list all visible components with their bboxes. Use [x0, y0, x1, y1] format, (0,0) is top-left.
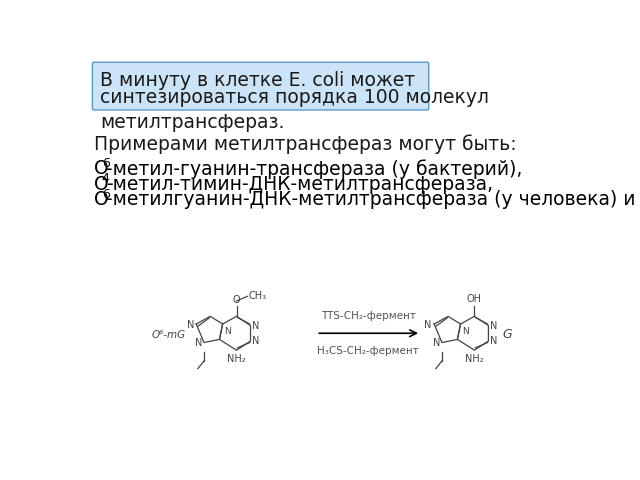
- Text: TTS-CH₂-фермент: TTS-CH₂-фермент: [321, 311, 416, 321]
- Text: 6: 6: [102, 157, 109, 170]
- Text: О: О: [94, 190, 109, 209]
- Text: N: N: [195, 338, 202, 348]
- Text: 6: 6: [102, 188, 109, 201]
- Text: N: N: [490, 321, 497, 331]
- Text: Примерами метилтрансфераз могут быть:: Примерами метилтрансфераз могут быть:: [94, 134, 516, 154]
- Text: N: N: [224, 327, 231, 336]
- Text: синтезироваться порядка 100 молекул: синтезироваться порядка 100 молекул: [100, 88, 489, 108]
- Text: H₃CS-CH₂-фермент: H₃CS-CH₂-фермент: [317, 346, 419, 356]
- Text: CH₃: CH₃: [249, 291, 267, 301]
- Text: N: N: [462, 327, 469, 336]
- Text: О: О: [94, 175, 109, 193]
- Text: В минуту в клетке E. coli может: В минуту в клетке E. coli может: [100, 72, 415, 90]
- Text: N: N: [424, 320, 432, 330]
- Text: N: N: [433, 338, 440, 348]
- Text: G: G: [502, 328, 512, 341]
- Text: NH₂: NH₂: [465, 354, 484, 364]
- Text: -метил-гуанин-трансфераза (у бактерий),: -метил-гуанин-трансфераза (у бактерий),: [106, 159, 523, 179]
- Text: NH₂: NH₂: [227, 354, 246, 364]
- Text: N: N: [252, 336, 259, 346]
- Text: метилтрансфераз.: метилтрансфераз.: [100, 113, 285, 132]
- Text: -метил-тимин-ДНК-метилтрансфераза,: -метил-тимин-ДНК-метилтрансфераза,: [106, 175, 493, 193]
- Text: N: N: [490, 336, 497, 346]
- Text: N: N: [252, 321, 259, 331]
- Text: 4: 4: [102, 172, 109, 185]
- FancyBboxPatch shape: [92, 62, 429, 110]
- Text: О: О: [94, 159, 109, 178]
- Text: -метилгуанин-ДНК-метилтрансфераза (у человека) и др.: -метилгуанин-ДНК-метилтрансфераза (у чел…: [106, 190, 640, 209]
- Text: O⁶-mG: O⁶-mG: [151, 330, 186, 340]
- Text: N: N: [186, 320, 194, 330]
- Text: OH: OH: [467, 294, 482, 304]
- Text: O: O: [233, 295, 241, 305]
